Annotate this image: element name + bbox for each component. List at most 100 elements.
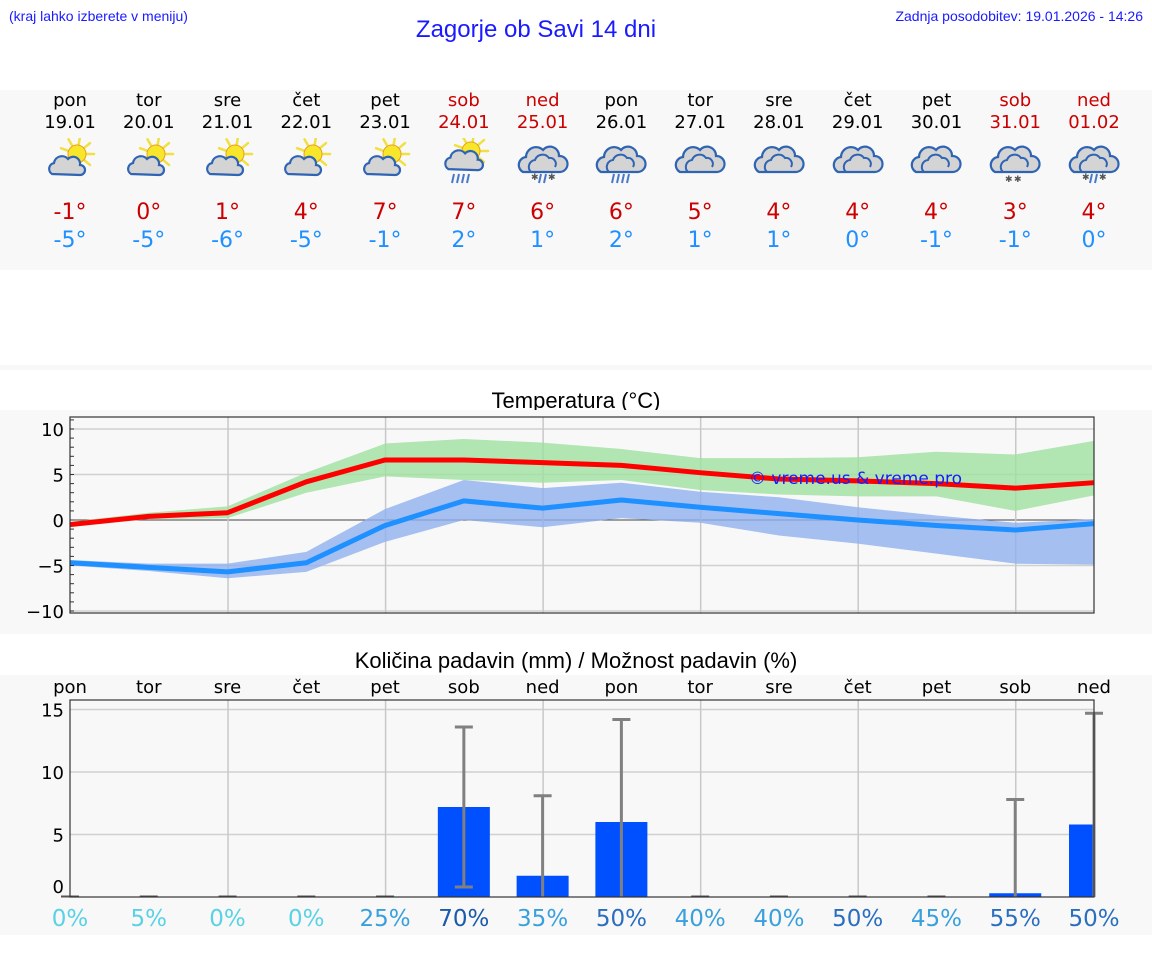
separator	[0, 365, 1152, 370]
day-name: pet	[370, 90, 400, 111]
max-temp: 1°	[215, 200, 241, 225]
partly-sunny-icon	[363, 138, 411, 177]
max-temp: 7°	[372, 200, 398, 225]
day-name: pon	[53, 90, 87, 111]
precip-probability: 45%	[911, 906, 962, 932]
min-temp: 1°	[530, 228, 556, 253]
svg-text:✱: ✱	[1099, 173, 1107, 183]
day-date: 29.01	[831, 112, 884, 133]
min-temp: 1°	[766, 228, 792, 253]
day-date: 21.01	[201, 112, 254, 133]
day-date: 01.02	[1068, 112, 1120, 133]
day-name: tor	[136, 90, 162, 111]
day-name: čet	[843, 90, 872, 111]
cloud-sleet-icon: ✱ ✱	[1068, 145, 1120, 184]
min-temp: -1°	[920, 228, 953, 253]
partly-sunny-icon	[205, 138, 253, 177]
day-date: 26.01	[595, 112, 648, 133]
day-forecast: pon 26.01 6° 2°	[581, 90, 661, 270]
min-temp: -5°	[53, 228, 87, 253]
precipitation-chart: pon tor sre čet pet sob ned pon tor sre čet pet sob n…	[41, 677, 1119, 932]
max-temp: 3°	[1002, 200, 1028, 225]
day-label: tor	[136, 677, 162, 698]
precip-probability: 40%	[753, 906, 804, 932]
day-forecast: sob 31.01 ✱ ✱ 3° -1°	[975, 90, 1055, 270]
max-temp: 0°	[136, 200, 162, 225]
min-temp: 0°	[845, 228, 871, 253]
day-date: 24.01	[438, 112, 490, 133]
max-temp: 7°	[451, 200, 477, 225]
day-label: tor	[687, 677, 713, 698]
svg-text:✱: ✱	[1005, 175, 1013, 184]
precip-bar	[1069, 824, 1095, 897]
day-date: 27.01	[674, 112, 726, 133]
day-date: 19.01	[44, 112, 96, 133]
precipitation-chart-panel: pon tor sre čet pet sob ned pon tor sre čet pet sob n…	[0, 675, 1152, 935]
y-tick-label: 0	[53, 877, 64, 898]
day-name: ned	[1077, 90, 1111, 111]
y-tick-label: 0	[53, 511, 64, 532]
day-date: 20.01	[123, 112, 175, 133]
y-tick-label: −5	[37, 557, 64, 578]
location-menu-hint[interactable]: (kraj lahko izberete v meniju)	[9, 8, 188, 24]
day-forecast: pet 30.01 4° -1°	[896, 90, 976, 270]
day-forecast: čet 22.01 4° -5°	[266, 90, 346, 270]
day-name: pet	[921, 90, 952, 111]
day-label: pon	[53, 677, 87, 698]
precip-probability: 0%	[288, 906, 325, 932]
y-tick-label: 15	[41, 701, 64, 722]
partly-sunny-icon	[48, 138, 96, 177]
day-date: 31.01	[989, 112, 1041, 133]
day-date: 22.01	[280, 112, 333, 133]
day-label: sre	[214, 677, 241, 698]
min-temp: -5°	[132, 228, 166, 253]
max-temp: 4°	[1081, 200, 1107, 225]
max-temp: 4°	[293, 200, 319, 225]
day-forecast: čet 29.01 4° 0°	[818, 90, 898, 270]
day-forecast: sre 28.01 4° 1°	[739, 90, 819, 270]
cloud-sleet-icon: ✱ ✱	[517, 145, 569, 184]
day-label: pet	[370, 677, 400, 698]
day-label: pet	[922, 677, 952, 698]
day-name: ned	[525, 90, 560, 111]
sun-cloud-rain-icon	[444, 138, 490, 184]
min-temp: -1°	[998, 228, 1032, 253]
precip-probability: 0%	[52, 906, 89, 932]
precip-probability: 25%	[360, 906, 411, 932]
cloudy-icon	[753, 145, 805, 174]
svg-text:✱: ✱	[1014, 175, 1022, 184]
min-temp: 2°	[608, 228, 634, 253]
min-temp: -5°	[289, 228, 323, 253]
cloud-rain-icon	[596, 145, 647, 184]
partly-sunny-icon	[284, 138, 332, 177]
day-date: 25.01	[516, 112, 569, 133]
min-temp: -6°	[211, 228, 244, 253]
temperature-chart: 10 5 0 −5 −10 © vreme.us & vreme.pro	[26, 416, 1095, 623]
day-forecast: ned 25.01 ✱ ✱ 6° 1°	[503, 90, 583, 270]
precip-probability: 50%	[596, 906, 647, 932]
day-date: 23.01	[359, 112, 411, 133]
precipitation-chart-title: Količina padavin (mm) / Možnost padavin …	[354, 648, 798, 673]
day-forecast: pet 23.01 7° -1°	[345, 90, 425, 270]
precip-probability: 50%	[832, 906, 883, 932]
max-temp: 6°	[530, 200, 556, 225]
last-updated: Zadnja posodobitev: 19.01.2026 - 14:26	[895, 8, 1143, 24]
day-forecast: sob 24.01 7° 2°	[424, 90, 504, 270]
min-temp: 0°	[1081, 228, 1107, 253]
min-temp: 1°	[687, 228, 713, 253]
max-temp: 5°	[687, 200, 713, 225]
precip-probability: 35%	[517, 906, 568, 932]
day-date: 28.01	[753, 112, 805, 133]
svg-text:✱: ✱	[1082, 173, 1090, 183]
max-temp: 4°	[845, 200, 871, 225]
page-title: Zagorje ob Savi 14 dni	[415, 16, 657, 43]
y-tick-label: −10	[26, 602, 64, 623]
day-label: čet	[844, 677, 872, 698]
day-forecast: tor 27.01 5° 1°	[660, 90, 740, 270]
max-temp: 4°	[923, 200, 949, 225]
day-label: sob	[448, 677, 480, 698]
day-name: sob	[447, 90, 480, 111]
partly-sunny-icon	[126, 138, 175, 177]
day-forecast: ned 01.02 ✱ ✱ 4° 0°	[1054, 90, 1134, 270]
cloudy-icon	[832, 145, 884, 174]
